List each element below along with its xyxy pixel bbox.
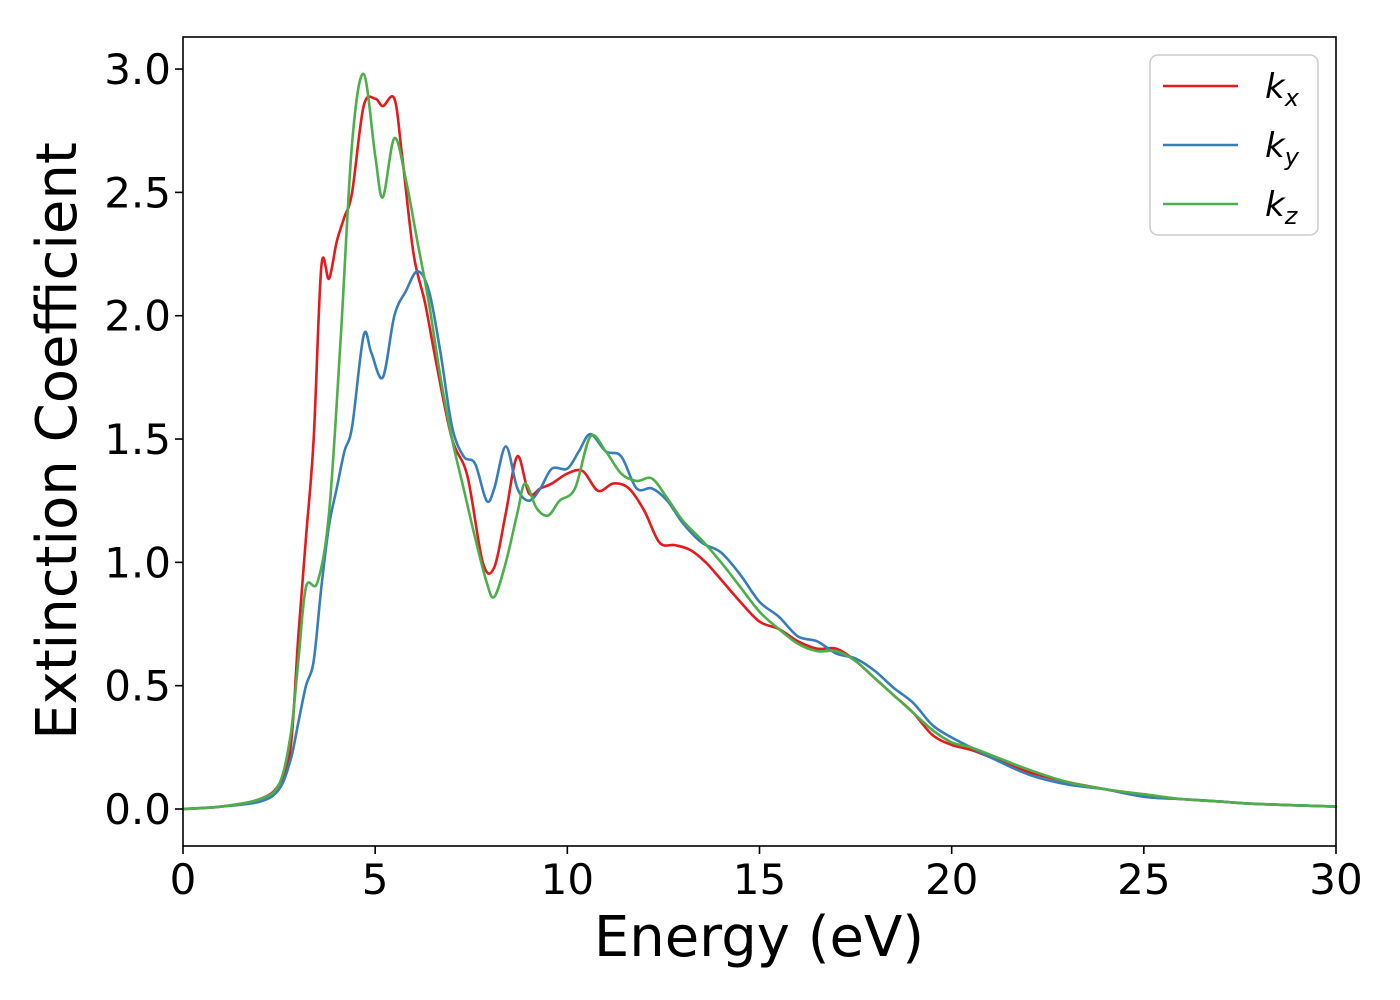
legend-label-sub: y [1284,143,1300,171]
x-tick-label: 15 [733,855,786,904]
y-axis-ticks: 0.0 0.5 1.0 1.5 2.0 2.5 3.0 [104,45,183,834]
legend-label-x: kx [1265,67,1300,112]
legend-label-main: k [1265,126,1286,166]
y-tick-label: 0.0 [104,785,171,834]
legend-label-sub: z [1284,202,1299,230]
y-tick-label: 3.0 [104,45,171,94]
y-tick-label: 1.0 [104,538,171,587]
series-line-y [181,270,1338,811]
legend-label-y: ky [1265,126,1300,171]
series-line-x [181,95,1338,811]
series-line-z [181,72,1338,811]
plot-area [183,37,1336,846]
y-tick-label: 2.5 [104,168,171,217]
y-tick-label: 1.5 [104,415,171,464]
x-tick-label: 30 [1309,855,1362,904]
x-axis-label: Energy (eV) [594,905,924,970]
x-tick-label: 20 [925,855,978,904]
x-tick-label: 10 [541,855,594,904]
y-tick-label: 0.5 [104,662,171,711]
x-tick-label: 5 [362,855,389,904]
legend-label-main: k [1265,67,1286,107]
legend-label-sub: x [1284,84,1300,112]
legend-label-main: k [1265,185,1286,225]
x-tick-label: 25 [1117,855,1170,904]
y-axis-label: Extinction Coefficient [25,142,90,740]
x-tick-label: 0 [170,855,197,904]
y-tick-label: 2.0 [104,292,171,341]
legend-label-z: kz [1265,185,1299,230]
series-layer [181,72,1338,811]
x-axis-ticks: 0 5 10 15 20 25 30 [170,846,1363,904]
